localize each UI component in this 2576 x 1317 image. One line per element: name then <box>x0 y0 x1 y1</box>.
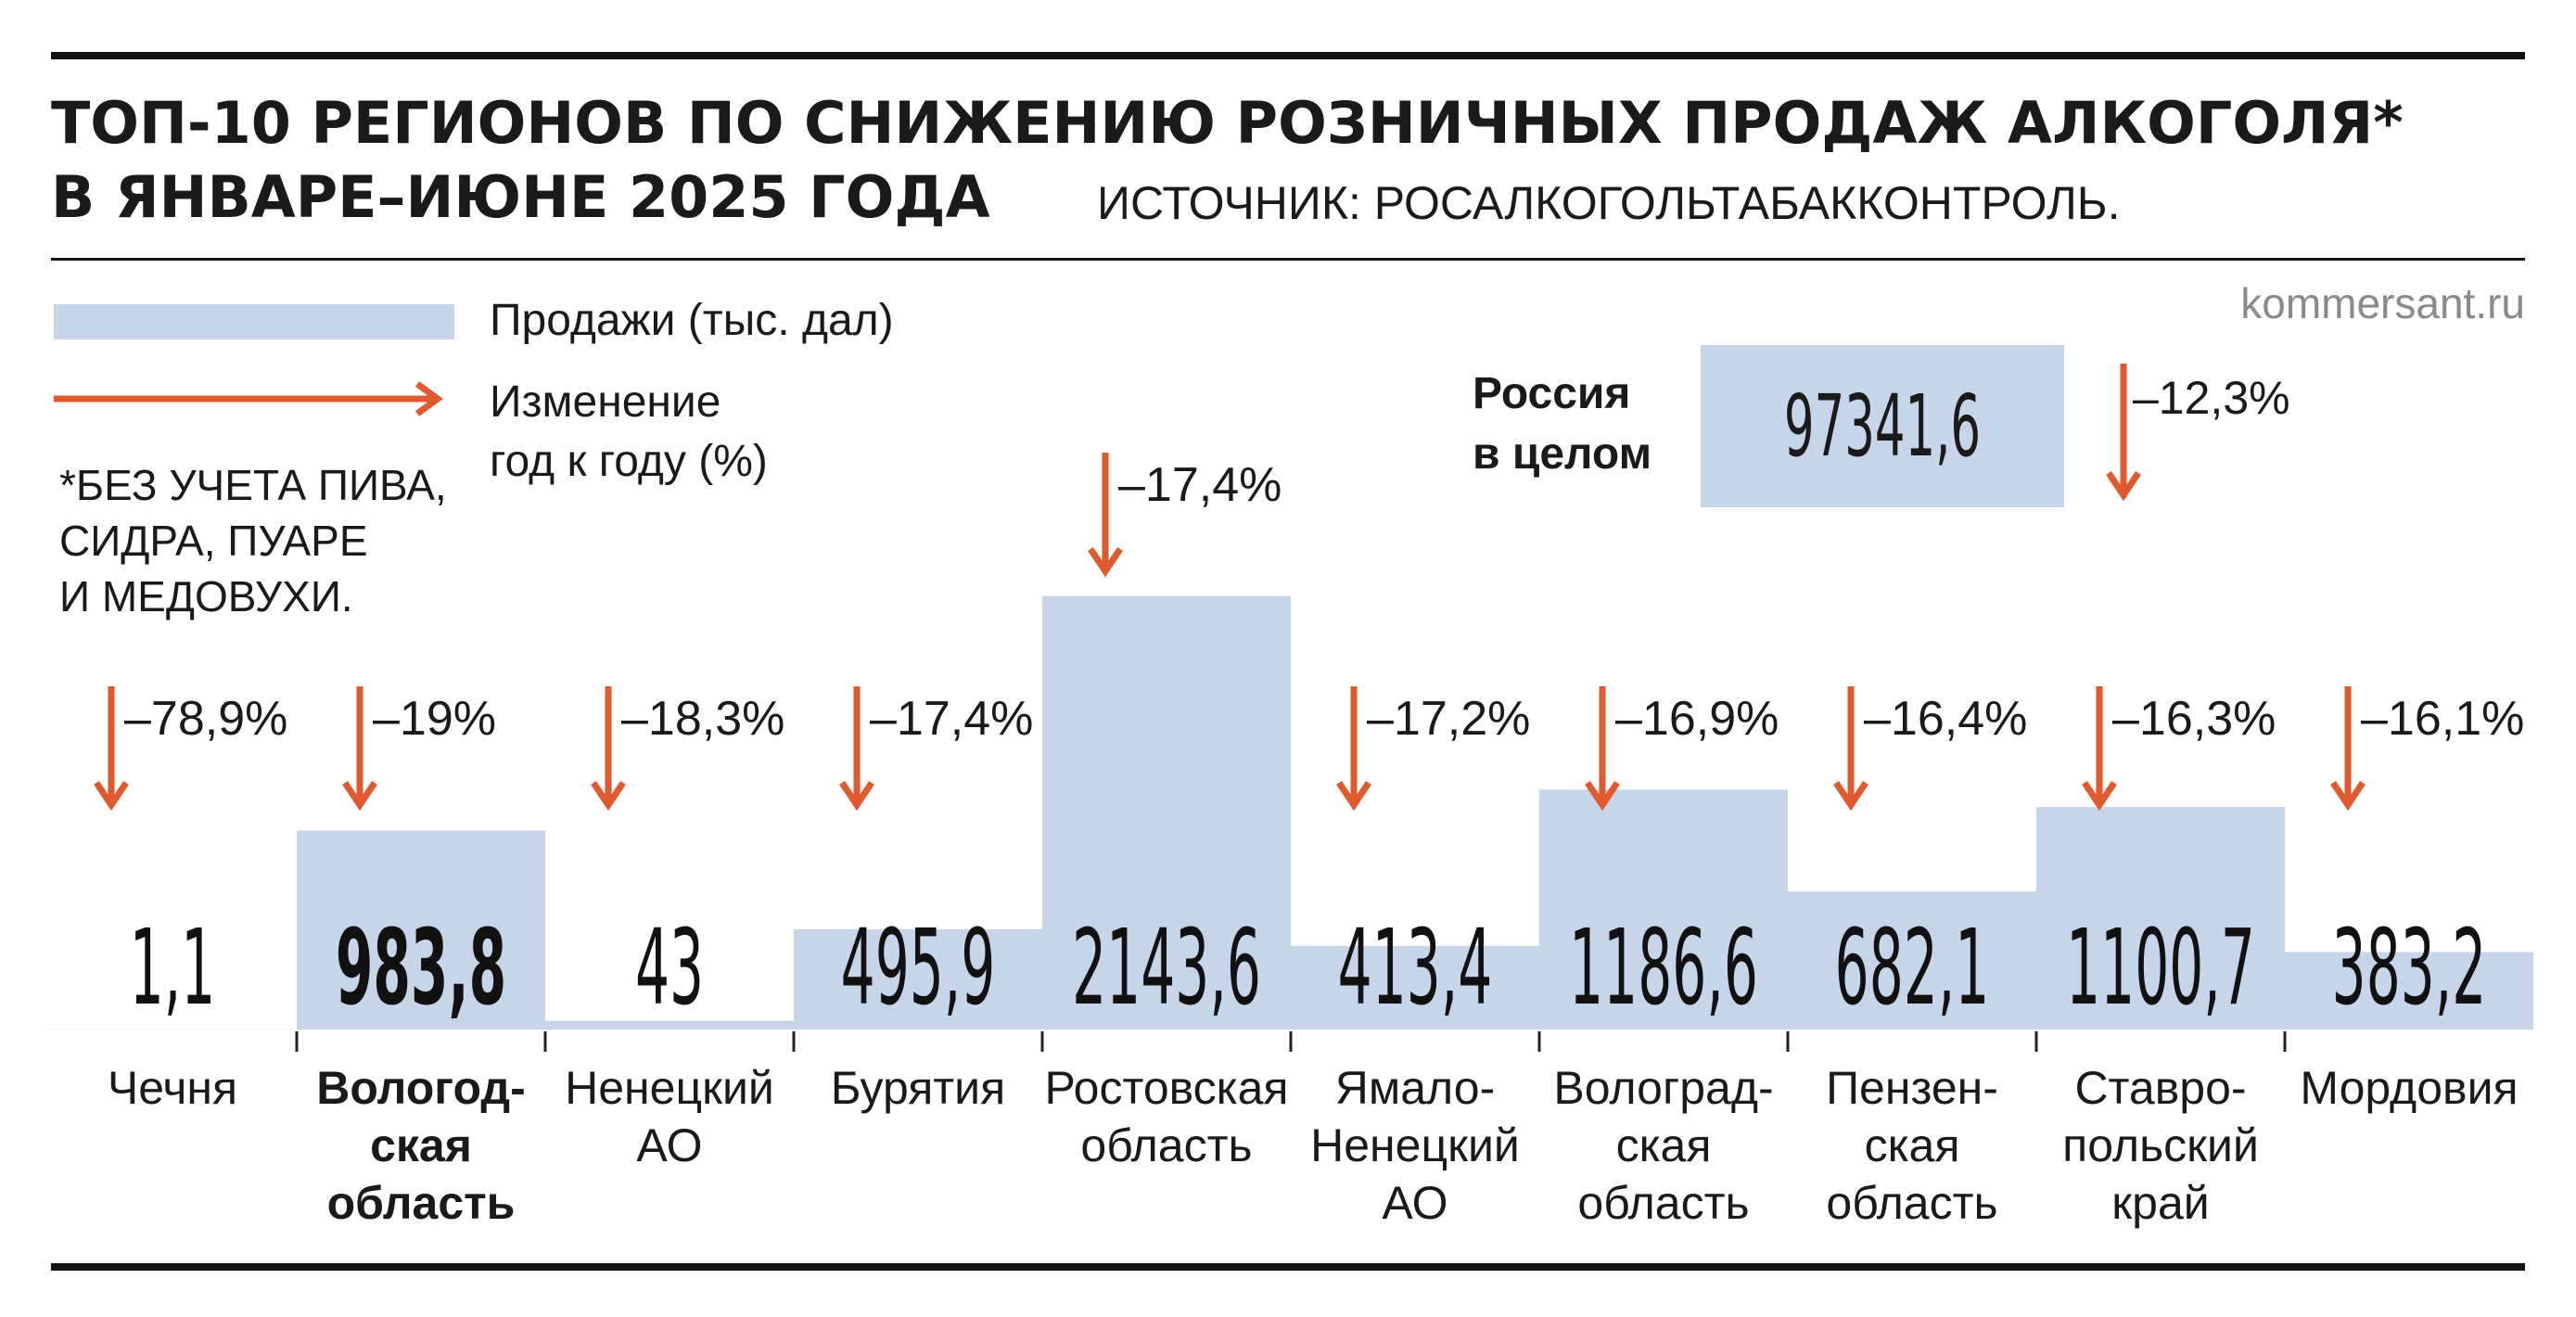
bar <box>2036 807 2285 1029</box>
category-label: область <box>1080 1119 1252 1171</box>
bar <box>2285 952 2533 1029</box>
category-label: Ямало- <box>1335 1062 1496 1114</box>
legend-sales-swatch <box>54 304 454 339</box>
category-label: польский <box>2062 1119 2259 1171</box>
change-arrow-icon <box>2082 781 2117 812</box>
change-arrow-icon <box>2330 781 2366 812</box>
change-label: –16,3% <box>2112 692 2276 746</box>
bar-value-label: 1100,7 <box>2066 908 2255 1029</box>
russia-total-box <box>1701 345 2064 507</box>
bar-value-label: 682,1 <box>1835 908 1990 1029</box>
category-label: ская <box>1865 1119 1960 1171</box>
change-label: –16,4% <box>1864 692 2027 746</box>
change-label: –17,2% <box>1367 692 1530 746</box>
bar-value-label: 383,2 <box>2332 908 2487 1029</box>
legend-change-label-line1: Изменение <box>490 377 721 427</box>
bottom-rule <box>51 1263 2525 1271</box>
brand-label: kommersant.ru <box>2240 279 2525 327</box>
change-arrow-icon <box>591 781 626 812</box>
legend-arrow-icon <box>54 381 443 416</box>
change-arrow-icon <box>94 781 129 812</box>
bar <box>1291 945 1539 1029</box>
change-label: –16,1% <box>2361 692 2524 746</box>
bar <box>545 1020 794 1029</box>
change-arrow-icon <box>839 781 874 812</box>
category-label: Чечня <box>108 1062 237 1114</box>
change-arrow-icon <box>342 781 377 812</box>
bar-value-label: 413,4 <box>1338 908 1493 1029</box>
change-label: –19% <box>373 692 496 746</box>
category-label: Волоград- <box>1553 1062 1773 1114</box>
change-arrow-icon <box>1833 781 1868 812</box>
bar <box>1539 789 1788 1029</box>
category-label: АО <box>1382 1177 1447 1229</box>
bar <box>1788 891 2036 1029</box>
category-label: ская <box>1616 1119 1712 1171</box>
category-label: край <box>2111 1177 2209 1229</box>
russia-label-line1: Россия <box>1473 369 1631 418</box>
top-rule <box>51 52 2525 59</box>
footnote-line1: *БЕЗ УЧЕТА ПИВА, <box>59 461 447 509</box>
russia-label-line2: в целом <box>1473 429 1652 479</box>
category-label: область <box>1826 1177 1997 1229</box>
bar <box>794 928 1042 1029</box>
bar-value-label: 1186,6 <box>1569 908 1758 1029</box>
change-arrow-icon <box>1336 781 1371 812</box>
category-label: Вологод- <box>316 1062 526 1114</box>
change-arrow-icon <box>1088 547 1123 578</box>
source-note: ИСТОЧНИК: РОСАЛКОГОЛЬТАБАККОНТРОЛЬ. <box>1097 177 2121 229</box>
bar-value-label: 43 <box>635 908 704 1029</box>
footnote-line2: СИДРА, ПУАРЕ <box>59 517 368 565</box>
category-label: Ненецкий <box>565 1062 774 1114</box>
change-label: –16,9% <box>1615 692 1779 746</box>
category-label: область <box>327 1177 516 1229</box>
chart-title-line2: В ЯНВАРЕ–ИЮНЕ 2025 ГОДА <box>51 163 990 231</box>
change-label: –17,4% <box>870 692 1033 746</box>
category-label: Бурятия <box>831 1062 1005 1114</box>
category-label: область <box>1577 1177 1749 1229</box>
bar-value-label: 1,1 <box>130 908 216 1029</box>
russia-change-arrow-icon <box>2106 364 2141 502</box>
category-label: Ненецкий <box>1310 1119 1520 1171</box>
legend-sales-label: Продажи (тыс. дал) <box>490 296 894 345</box>
bar-value-label: 2143,6 <box>1072 908 1261 1029</box>
category-label: ская <box>370 1119 472 1171</box>
change-arrow-icon <box>1585 781 1620 812</box>
footnote-line3: И МЕДОВУХИ. <box>59 572 353 620</box>
bar <box>1042 595 1291 1029</box>
chart-title-line1: ТОП-10 РЕГИОНОВ ПО СНИЖЕНИЮ РОЗНИЧНЫХ ПР… <box>51 89 2404 157</box>
legend-change-label-line2: год к году (%) <box>490 437 768 486</box>
category-label: Ставро- <box>2074 1062 2246 1114</box>
category-label: Ростовская <box>1045 1062 1289 1114</box>
bar-value-label: 495,9 <box>841 908 996 1029</box>
category-label: Мордовия <box>2300 1062 2518 1114</box>
change-label: –78,9% <box>124 692 287 746</box>
bar <box>297 830 545 1029</box>
change-label: –18,3% <box>621 692 784 746</box>
title-divider <box>51 258 2525 261</box>
category-label: Пензен- <box>1826 1062 1998 1114</box>
bar-value-label: 983,8 <box>336 908 506 1029</box>
change-label: –17,4% <box>1118 458 1282 512</box>
russia-change-label: –12,3% <box>2133 372 2290 424</box>
russia-total-value: 97341,6 <box>1783 377 1982 476</box>
category-label: АО <box>636 1119 702 1171</box>
